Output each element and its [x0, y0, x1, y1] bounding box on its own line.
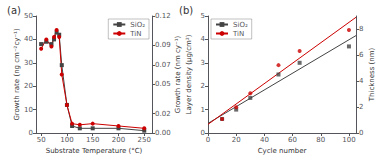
- svg-text:SiO₂: SiO₂: [130, 21, 145, 29]
- svg-text:200: 200: [112, 136, 125, 144]
- svg-text:TiN: TiN: [232, 30, 244, 38]
- svg-text:0.12: 0.12: [155, 12, 171, 20]
- svg-text:20: 20: [232, 136, 241, 144]
- svg-text:0.09: 0.09: [155, 41, 171, 49]
- svg-text:SiO₂: SiO₂: [233, 21, 248, 29]
- svg-text:Growth rate (nm cy⁻¹): Growth rate (nm cy⁻¹): [174, 36, 182, 114]
- svg-text:0.02: 0.02: [155, 110, 171, 118]
- svg-text:2: 2: [201, 82, 205, 90]
- svg-text:150: 150: [86, 136, 99, 144]
- svg-text:6: 6: [359, 51, 364, 59]
- svg-text:TiN: TiN: [129, 30, 141, 38]
- svg-text:0: 0: [359, 129, 363, 137]
- svg-text:Layer density (μg/cm²): Layer density (μg/cm²): [185, 34, 193, 114]
- svg-text:Substrate Temperature (°C): Substrate Temperature (°C): [46, 147, 143, 155]
- svg-text:Thickness (nm): Thickness (nm): [368, 47, 376, 102]
- svg-text:10: 10: [24, 106, 33, 114]
- svg-text:50: 50: [37, 136, 46, 144]
- svg-text:0.07: 0.07: [155, 61, 171, 69]
- svg-text:0: 0: [29, 129, 33, 137]
- svg-text:20: 20: [24, 82, 33, 90]
- svg-text:100: 100: [342, 136, 355, 144]
- svg-text:Growth rate (ng cm⁻²cy⁻¹): Growth rate (ng cm⁻²cy⁻¹): [13, 28, 21, 121]
- svg-text:30: 30: [24, 59, 33, 67]
- svg-text:8: 8: [359, 25, 363, 33]
- svg-text:40: 40: [260, 136, 269, 144]
- svg-text:(a): (a): [7, 5, 21, 16]
- svg-text:4: 4: [201, 35, 206, 43]
- svg-text:0: 0: [206, 136, 210, 144]
- svg-text:40: 40: [24, 35, 33, 43]
- svg-text:0.05: 0.05: [155, 80, 171, 88]
- svg-text:0.00: 0.00: [155, 129, 171, 137]
- svg-text:1: 1: [201, 106, 205, 114]
- svg-text:0: 0: [201, 129, 205, 137]
- svg-text:3: 3: [201, 59, 205, 67]
- svg-text:60: 60: [288, 136, 297, 144]
- svg-text:50: 50: [24, 12, 33, 20]
- svg-text:80: 80: [316, 136, 325, 144]
- svg-text:5: 5: [201, 12, 205, 20]
- svg-text:4: 4: [359, 77, 364, 85]
- svg-text:250: 250: [138, 136, 151, 144]
- svg-text:2: 2: [359, 103, 363, 111]
- svg-text:(b): (b): [179, 5, 193, 16]
- svg-text:100: 100: [60, 136, 73, 144]
- svg-text:Cycle number: Cycle number: [258, 147, 307, 155]
